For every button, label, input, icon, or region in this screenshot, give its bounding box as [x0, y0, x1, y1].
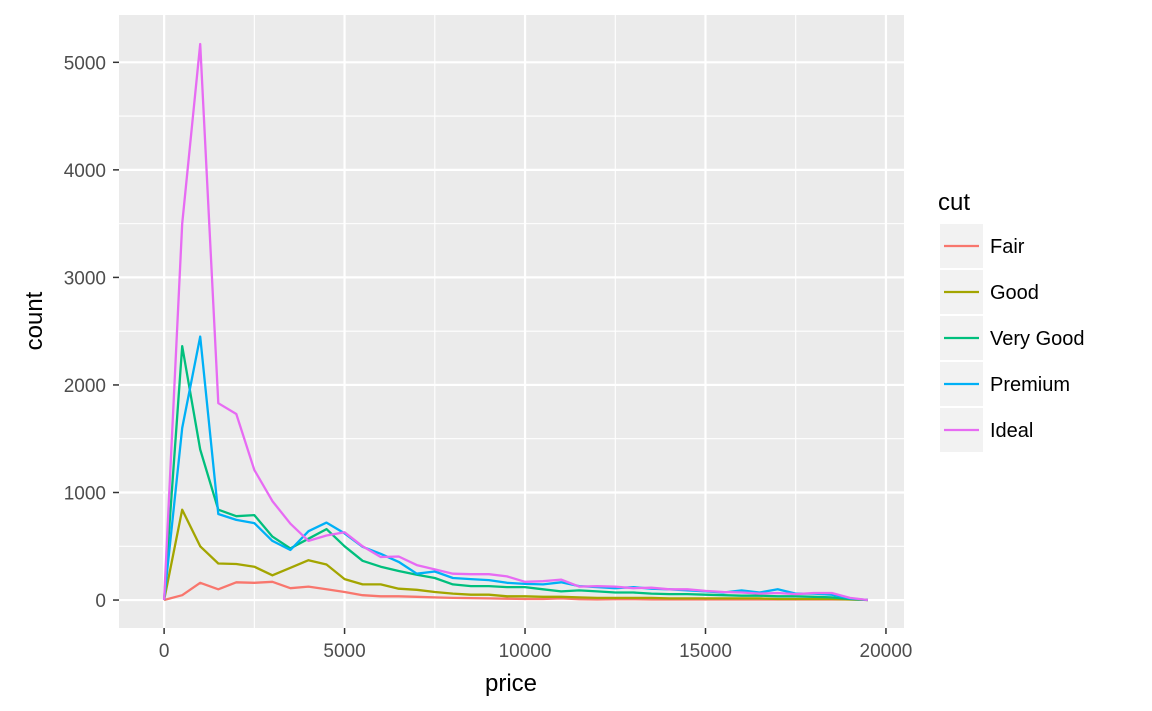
x-tick-label: 0 [159, 641, 170, 662]
minor-gridlines [119, 15, 904, 628]
legend-label-very-good: Very Good [990, 328, 1085, 350]
x-tick-label: 5000 [323, 641, 365, 662]
y-tick-label: 2000 [64, 376, 106, 397]
x-axis-title: price [485, 670, 537, 697]
major-gridlines [119, 15, 904, 628]
y-axis-title: count [21, 291, 48, 350]
series-line-premium [162, 335, 869, 602]
legend-label-premium: Premium [990, 374, 1070, 396]
series-line-good [162, 508, 868, 602]
x-axis: 0 5000 10000 15000 20000 [159, 628, 913, 662]
y-tick-label: 5000 [64, 53, 106, 74]
legend-label-ideal: Ideal [990, 420, 1033, 442]
y-axis: 0 1000 2000 3000 4000 5000 [64, 53, 119, 612]
legend-label-fair: Fair [990, 236, 1025, 258]
series-lines [162, 42, 869, 602]
series-line-very-good [162, 345, 868, 602]
legend-title: cut [938, 189, 970, 216]
series-line-ideal [162, 42, 869, 602]
legend: cut Fair Good Very Good Premium Ideal [938, 189, 1085, 452]
y-tick-label: 3000 [64, 268, 106, 289]
y-tick-label: 1000 [64, 483, 106, 504]
y-tick-label: 0 [95, 591, 106, 612]
plot-panel [119, 15, 904, 628]
x-tick-label: 10000 [499, 641, 552, 662]
x-tick-label: 15000 [679, 641, 732, 662]
legend-label-good: Good [990, 282, 1039, 304]
x-tick-label: 20000 [860, 641, 913, 662]
y-tick-label: 4000 [64, 161, 106, 182]
